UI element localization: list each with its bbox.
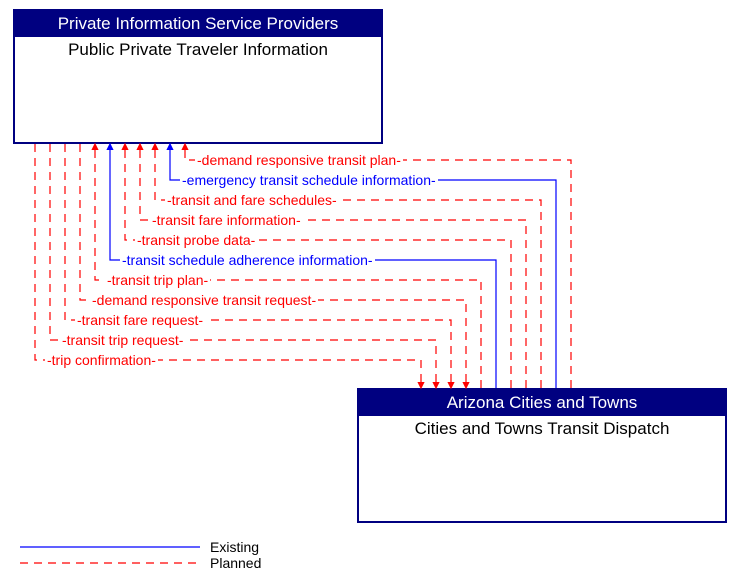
flow-label-f5: -transit probe data- [135,232,257,248]
flow-label-f6: -transit schedule adherence information- [120,252,375,268]
node-bottom-body: Cities and Towns Transit Dispatch [359,416,725,442]
flow-label-f3: -transit and fare schedules- [165,192,339,208]
flow-label-f2: -emergency transit schedule information- [180,172,438,188]
node-bottom-header: Arizona Cities and Towns [359,390,725,416]
flow-label-f9: -transit fare request- [75,312,205,328]
flow-label-f1: -demand responsive transit plan- [195,152,403,168]
node-top-body: Public Private Traveler Information [15,37,381,63]
legend-existing-label: Existing [210,539,259,555]
node-top: Private Information Service Providers Pu… [13,9,383,144]
flow-label-f7: -transit trip plan- [105,272,210,288]
node-top-header: Private Information Service Providers [15,11,381,37]
flow-label-f4: -transit fare information- [150,212,303,228]
flow-label-f8: -demand responsive transit request- [90,292,318,308]
flow-label-f11: -trip confirmation- [45,352,158,368]
legend-planned-label: Planned [210,555,261,571]
flow-label-f10: -transit trip request- [60,332,185,348]
node-bottom: Arizona Cities and Towns Cities and Town… [357,388,727,523]
